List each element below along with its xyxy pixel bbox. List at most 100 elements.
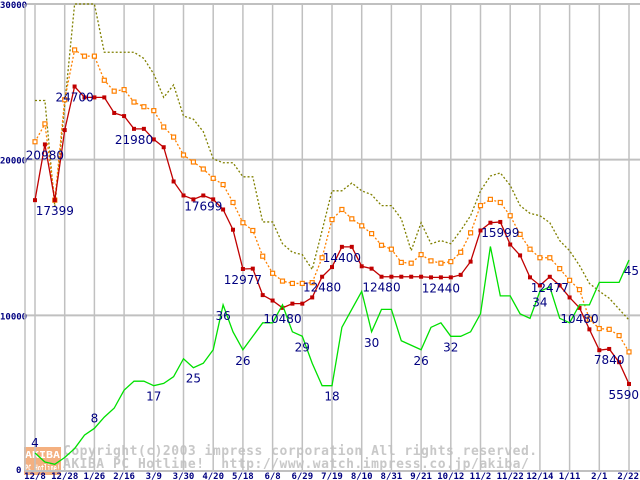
data-point-min [280,305,285,310]
x-tick-label: 9/21 [410,472,432,480]
data-label-shops: 34 [532,295,547,309]
data-point-min [438,275,443,280]
data-point-average [428,258,434,264]
data-point-min [300,301,305,306]
data-point-average [299,280,305,287]
data-point-average [91,53,98,59]
data-label-shops: 8 [91,411,99,425]
data-point-average [309,280,315,286]
data-label-shops: 26 [235,354,250,368]
data-point-min [339,244,344,249]
data-point-average [62,97,68,103]
data-point-average [468,230,474,236]
data-point-min [191,197,196,202]
data-point-average [606,326,612,332]
data-point-min [359,264,364,269]
data-label-shops: 4 [31,436,39,450]
data-point-min [379,274,384,279]
data-point-average [547,255,553,261]
data-point-average [566,277,573,283]
data-label-min: 12977 [224,273,262,287]
x-tick-label: 7/19 [321,472,343,480]
data-point-min [231,227,235,232]
data-point-average [250,227,256,234]
data-point-min [557,283,562,288]
data-point-average [557,266,563,272]
x-tick-label: 6/29 [291,472,313,480]
data-point-min [132,126,136,131]
data-point-average [369,231,375,237]
x-tick-label: 6/8 [264,472,280,480]
data-point-min [122,114,127,119]
data-point-min [409,274,414,279]
data-point-min [537,283,542,288]
data-label-min: 12440 [422,281,460,295]
x-tick-label: 1/26 [84,472,106,480]
data-point-average [319,255,325,261]
x-tick-label: 2/22 [617,472,639,480]
data-point-average [141,104,147,110]
logo-subtitle: PC Hotline! [25,463,60,474]
data-point-average [270,270,276,276]
data-point-min [458,272,463,277]
data-point-min [330,265,334,270]
data-point-average [210,175,216,181]
x-tick-label: 10/12 [437,472,464,480]
data-point-min [399,274,404,279]
data-point-average [458,249,464,255]
data-point-average [220,181,226,188]
data-point-min [290,301,295,306]
data-label-min: 17699 [184,199,222,213]
data-label-shops: 26 [413,354,428,368]
data-point-average [349,216,355,222]
x-tick-label: 1/11 [559,472,581,480]
x-tick-label: 11/22 [497,472,524,480]
data-point-average [616,332,622,339]
data-point-average [378,242,385,248]
data-point-min [468,259,473,264]
data-point-average [388,246,394,252]
data-point-min [607,346,612,351]
x-tick-label: 3/9 [146,472,162,480]
data-point-average [111,88,117,94]
data-point-min [429,275,433,280]
logo-title: AKIBA [25,450,60,461]
data-point-min [33,198,37,203]
data-point-average [359,223,365,229]
data-point-average [151,108,157,114]
data-point-average [121,87,127,93]
data-point-min [369,266,374,271]
data-point-min [201,193,206,198]
data-point-average [339,206,345,213]
data-point-min [221,207,226,212]
data-point-average [438,260,444,266]
data-point-average [230,199,236,206]
x-tick-label: 12/8 [24,472,46,480]
data-point-average [487,196,493,202]
data-point-average [576,287,583,293]
data-point-min [478,228,483,233]
data-point-min [161,145,166,150]
data-point-average [517,231,523,237]
data-point-min [240,266,245,271]
data-label-min: 10480 [560,312,598,326]
data-point-min [310,295,315,300]
x-tick-label: 8/10 [351,472,373,480]
data-point-average [260,253,266,259]
data-point-min [82,95,87,100]
data-point-average [477,202,484,209]
data-point-average [418,252,424,258]
data-label-shops: 36 [215,309,230,323]
series-line-shops [34,246,630,465]
data-point-average [101,77,107,83]
data-point-min [448,275,453,280]
data-point-min [320,274,325,279]
data-label-min: 10480 [263,312,301,326]
data-label-shops: 45 [624,264,639,278]
x-tick-label: 12/28 [51,472,78,480]
copyright-text: Copyright(c)2003 impress corporation All… [63,444,538,459]
x-tick-label: 5/18 [232,472,254,480]
data-label-min: 21980 [115,133,153,147]
data-point-min [62,128,67,133]
